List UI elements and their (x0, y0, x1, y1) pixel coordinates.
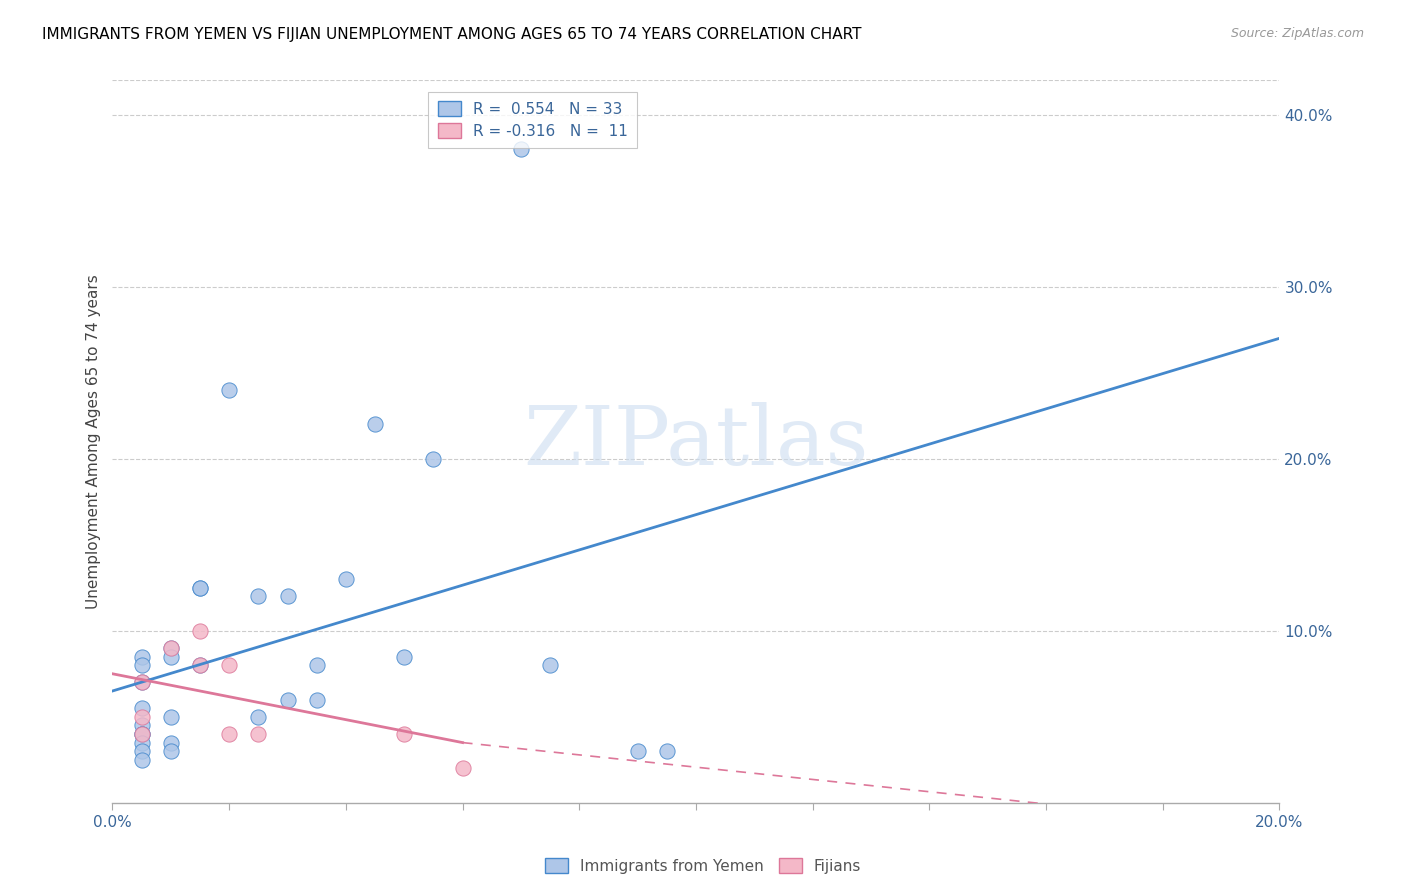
Point (655, 744, 678, 758)
Point (131, 753, 153, 767)
Y-axis label: Unemployment Among Ages 65 to 74 years: Unemployment Among Ages 65 to 74 years (86, 274, 101, 609)
Point (131, 649, 153, 664)
Legend: Immigrants from Yemen, Fijians: Immigrants from Yemen, Fijians (538, 852, 868, 880)
Point (131, 727, 153, 741)
Text: IMMIGRANTS FROM YEMEN VS FIJIAN UNEMPLOYMENT AMONG AGES 65 TO 74 YEARS CORRELATI: IMMIGRANTS FROM YEMEN VS FIJIAN UNEMPLOY… (42, 27, 862, 42)
Point (277, 692, 299, 706)
Text: Source: ZipAtlas.com: Source: ZipAtlas.com (1230, 27, 1364, 40)
Point (160, 710, 183, 724)
Point (188, 658, 211, 673)
Point (131, 701, 153, 715)
Point (131, 727, 153, 741)
Text: ZIPatlas: ZIPatlas (523, 401, 869, 482)
Point (160, 735, 183, 749)
Point (335, 572, 357, 586)
Point (394, 727, 416, 741)
Point (188, 581, 211, 595)
Point (218, 383, 240, 397)
Point (131, 718, 153, 732)
Point (627, 744, 650, 758)
Point (364, 417, 387, 432)
Point (247, 590, 270, 604)
Point (188, 581, 211, 595)
Point (131, 710, 153, 724)
Point (160, 640, 183, 655)
Point (538, 658, 561, 673)
Point (188, 624, 211, 638)
Point (160, 649, 183, 664)
Point (160, 640, 183, 655)
Point (131, 675, 153, 690)
Point (188, 658, 211, 673)
Point (451, 761, 474, 775)
Point (305, 692, 328, 706)
Point (131, 735, 153, 749)
Point (422, 451, 444, 466)
Point (131, 658, 153, 673)
Legend: R =  0.554   N = 33, R = -0.316   N =  11: R = 0.554 N = 33, R = -0.316 N = 11 (429, 92, 637, 148)
Point (160, 744, 183, 758)
Point (218, 658, 240, 673)
Point (247, 727, 270, 741)
Point (131, 727, 153, 741)
Point (247, 710, 270, 724)
Point (509, 142, 531, 156)
Point (218, 727, 240, 741)
Point (131, 675, 153, 690)
Point (277, 590, 299, 604)
Point (305, 658, 328, 673)
Point (394, 649, 416, 664)
Point (131, 744, 153, 758)
